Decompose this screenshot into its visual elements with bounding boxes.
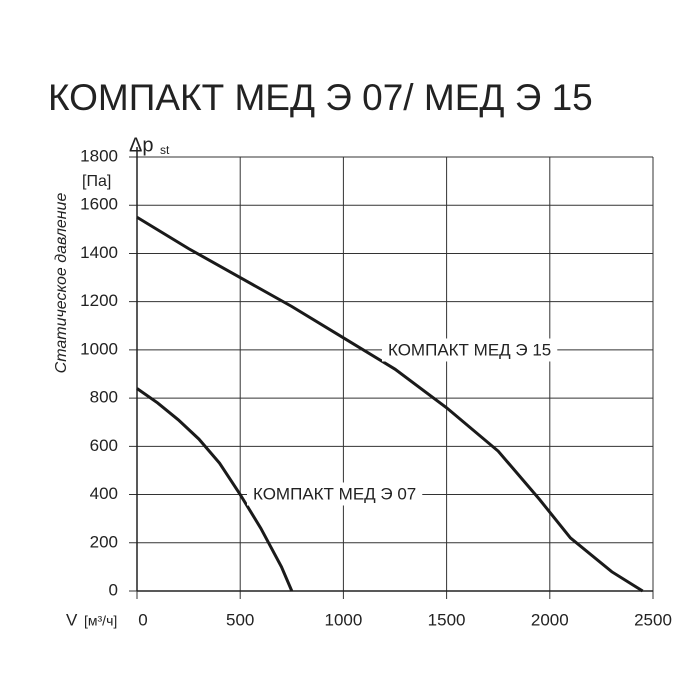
y-tick-label: 1200 xyxy=(80,291,118,310)
y-tick-label: 1800 xyxy=(80,146,118,165)
y-unit: [Па] xyxy=(82,173,111,190)
y-tick-label: 1600 xyxy=(80,195,118,214)
y-tick-label: 1400 xyxy=(80,243,118,262)
series-label: КОМПАКТ МЕД Э 07 xyxy=(253,484,416,503)
x-tick-label: 1000 xyxy=(324,610,362,629)
y-axis-label: Статическое давление xyxy=(53,193,70,374)
x-tick-label: 2500 xyxy=(634,610,672,629)
y-symbol: Δp xyxy=(129,134,153,156)
x-unit: [м³/ч] xyxy=(84,613,117,629)
line xyxy=(136,387,294,592)
x-symbol: V xyxy=(66,610,78,629)
y-symbol-sub: st xyxy=(160,143,170,157)
y-tick-label: 200 xyxy=(90,532,118,551)
y-tick-label: 800 xyxy=(90,388,118,407)
series-label-bg xyxy=(247,482,423,506)
y-tick-label: 0 xyxy=(109,580,118,599)
y-tick-label: 1000 xyxy=(80,339,118,358)
x-tick-label: 500 xyxy=(226,610,254,629)
line xyxy=(136,215,644,593)
series-label-bg xyxy=(382,338,558,362)
x-tick-label: 0 xyxy=(138,610,147,629)
series-label: КОМПАКТ МЕД Э 15 xyxy=(388,340,551,359)
x-tick-label: 1500 xyxy=(428,610,466,629)
chart-title: КОМПАКТ МЕД Э 07/ МЕД Э 15 xyxy=(48,77,593,118)
y-tick-label: 400 xyxy=(90,484,118,503)
x-tick-label: 2000 xyxy=(531,610,569,629)
y-tick-label: 600 xyxy=(90,436,118,455)
